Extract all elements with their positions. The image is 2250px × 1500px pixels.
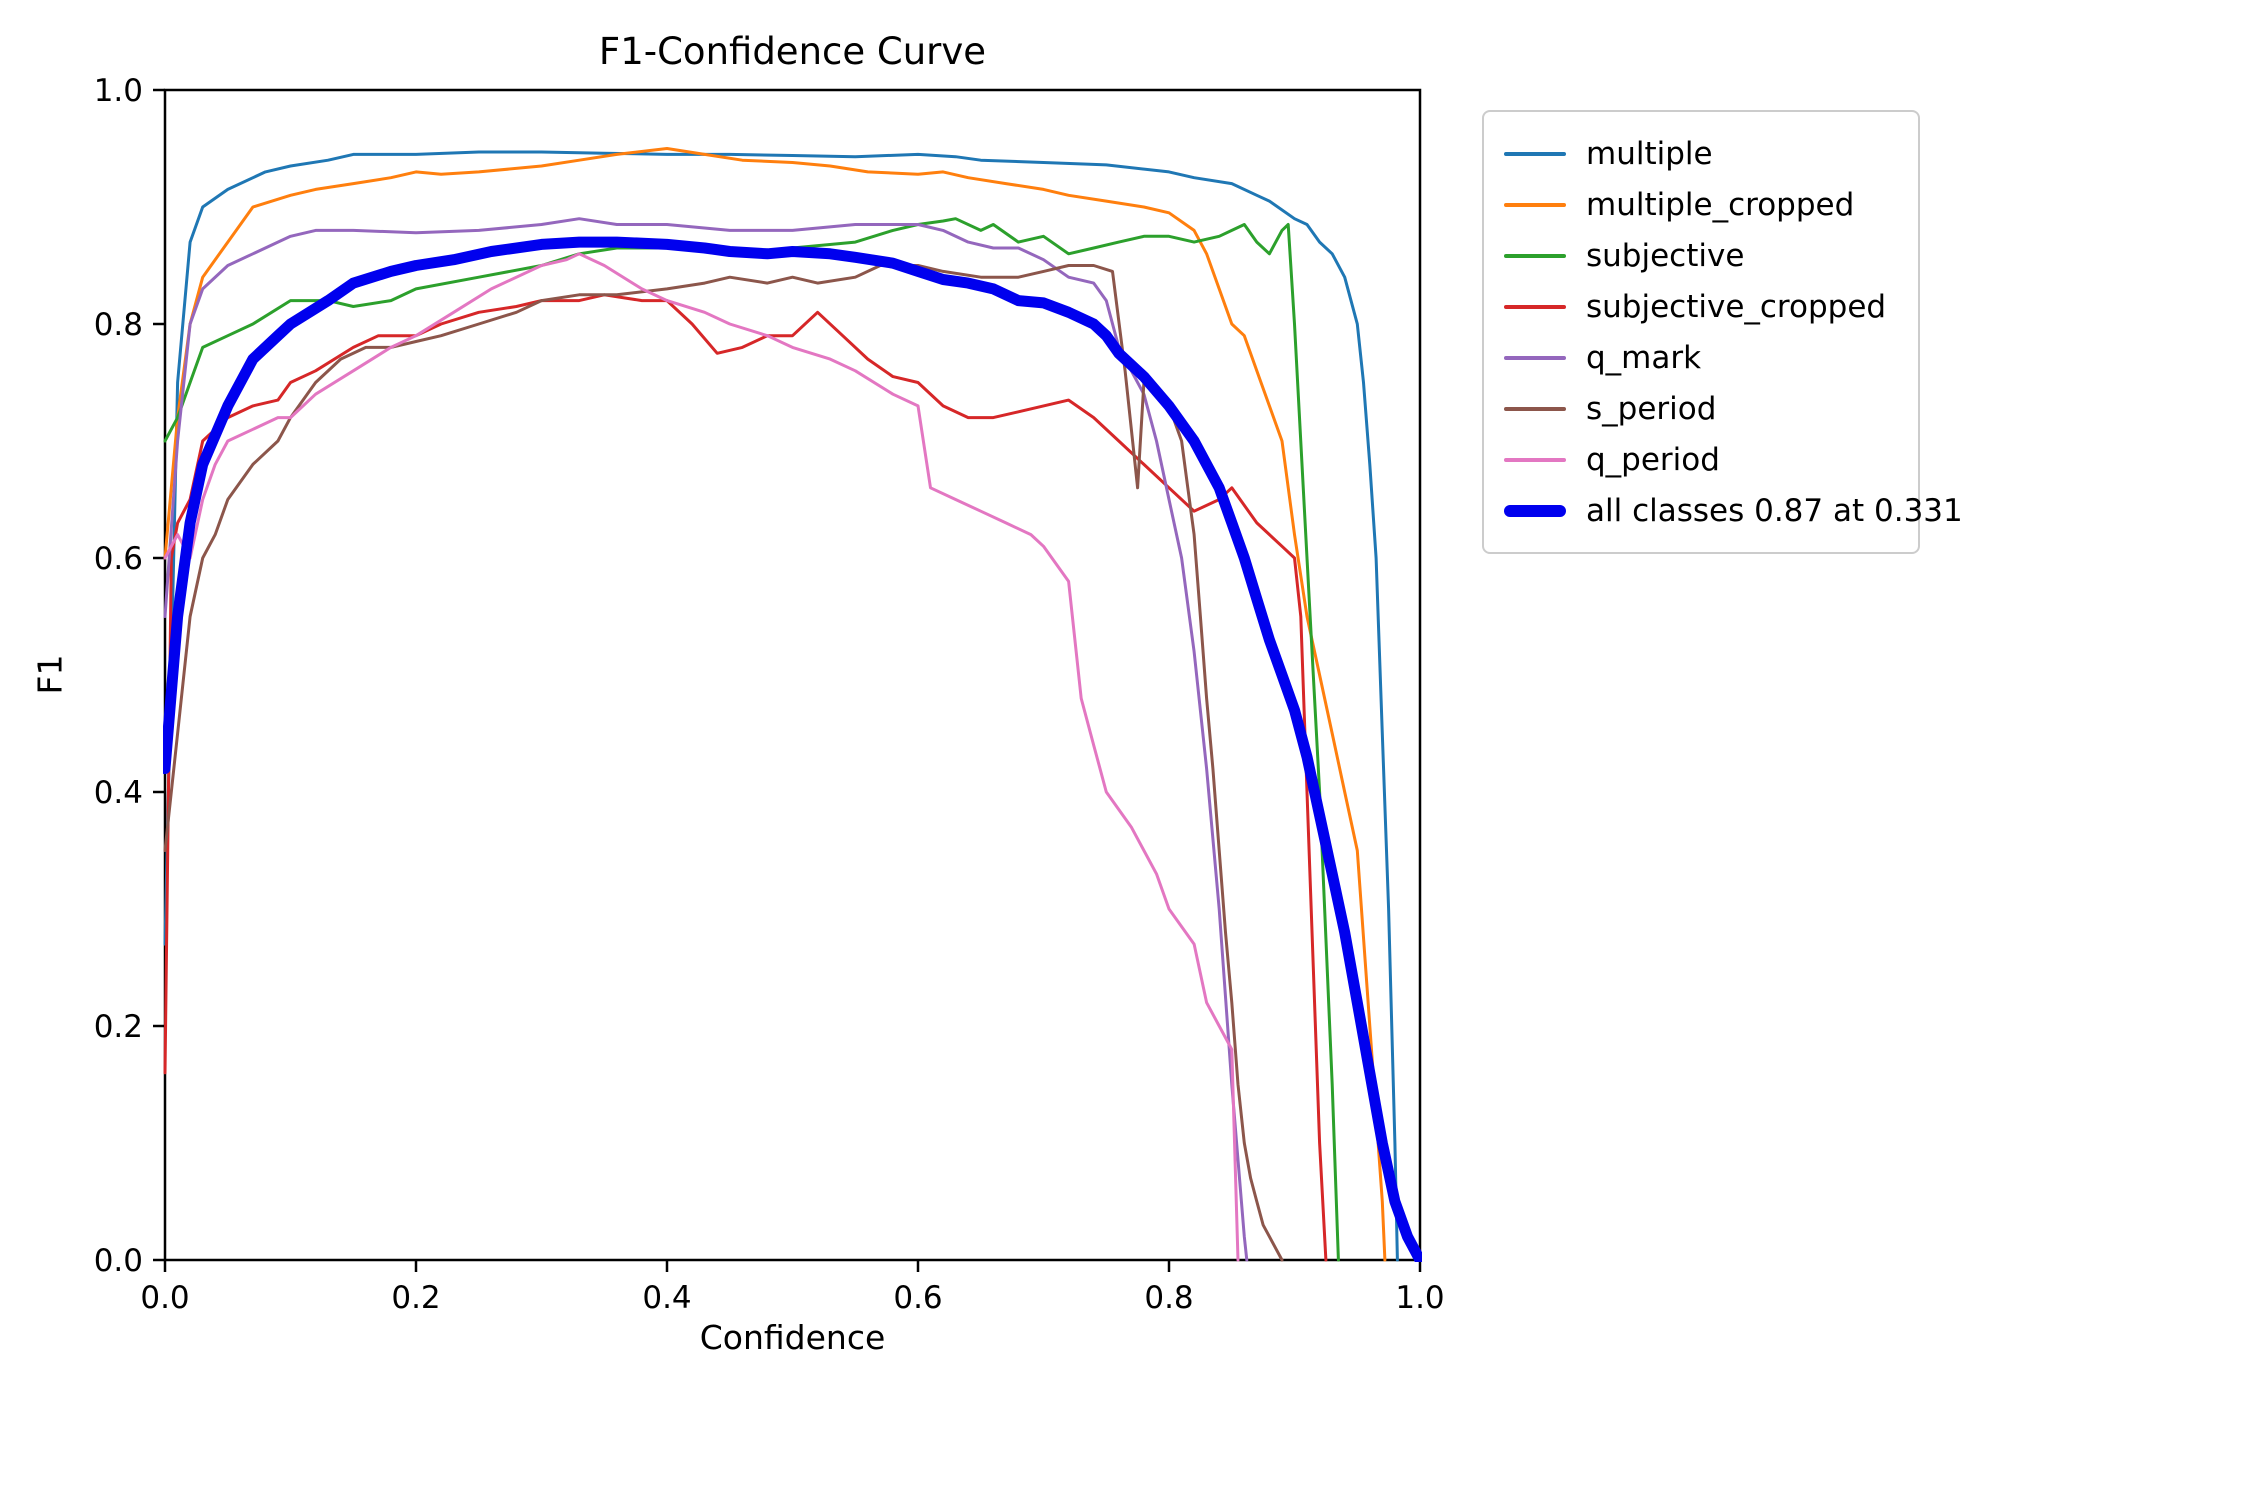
legend-item-q_period: q_period	[1504, 434, 1898, 485]
legend-label: multiple	[1586, 135, 1713, 172]
y-tick-label: 0.4	[94, 775, 143, 811]
curve-subjective	[163, 217, 1340, 1262]
legend-label: s_period	[1586, 390, 1717, 427]
legend-line-swatch	[1504, 355, 1566, 360]
legend-line-swatch	[1504, 504, 1566, 517]
legend-line-swatch	[1504, 202, 1566, 207]
y-tick-label: 0.8	[94, 307, 143, 343]
legend-item-subjective_cropped: subjective_cropped	[1504, 281, 1898, 332]
y-tick-label: 0.2	[94, 1009, 143, 1045]
curve-q_period	[163, 252, 1240, 1262]
legend-line-swatch	[1504, 406, 1566, 411]
curve-s_period	[163, 264, 1284, 1262]
legend-label: all classes 0.87 at 0.331	[1586, 492, 1963, 529]
curve-multiple_cropped	[163, 147, 1387, 1262]
axes-frame	[163, 88, 1422, 1262]
legend-line-swatch	[1504, 304, 1566, 309]
y-tick-label: 1.0	[94, 73, 143, 109]
x-axis-label: Confidence	[699, 1318, 886, 1357]
x-tick-label: 0.0	[140, 1280, 189, 1316]
legend-label: multiple_cropped	[1586, 186, 1855, 223]
curve-all-classes-0-87-at-0-331	[163, 236, 1422, 1262]
y-axis-label: F1	[30, 654, 70, 695]
legend-item-q_mark: q_mark	[1504, 332, 1898, 383]
chart-title: F1-Confidence Curve	[598, 30, 987, 73]
legend: multiple multiple_cropped subjective subjec…	[1482, 110, 1963, 554]
legend-item-subjective: subjective	[1504, 230, 1898, 281]
legend-label: q_mark	[1586, 339, 1702, 376]
x-tick-label: 0.8	[1144, 1280, 1193, 1316]
curve-subjective_cropped	[163, 293, 1328, 1262]
legend-label: q_period	[1586, 441, 1720, 478]
legend-item-multiple: multiple	[1504, 128, 1898, 179]
legend-label: subjective_cropped	[1586, 288, 1887, 325]
legend-item-all-classes-0-87-at-0-331: all classes 0.87 at 0.331	[1504, 485, 1963, 536]
legend-line-swatch	[1504, 253, 1566, 258]
x-tick-label: 0.2	[391, 1280, 440, 1316]
legend-item-s_period: s_period	[1504, 383, 1898, 434]
x-tick-label: 0.6	[893, 1280, 942, 1316]
curve-multiple	[163, 150, 1399, 1262]
legend-item-multiple_cropped: multiple_cropped	[1504, 179, 1898, 230]
legend-line-swatch	[1504, 457, 1566, 462]
y-tick-label: 0.0	[94, 1243, 143, 1279]
x-tick-label: 0.4	[642, 1280, 691, 1316]
legend-line-swatch	[1504, 151, 1566, 156]
legend-label: subjective	[1586, 237, 1745, 274]
y-tick-label: 0.6	[94, 541, 143, 577]
curve-q_mark	[163, 217, 1249, 1262]
x-tick-label: 1.0	[1395, 1280, 1444, 1316]
